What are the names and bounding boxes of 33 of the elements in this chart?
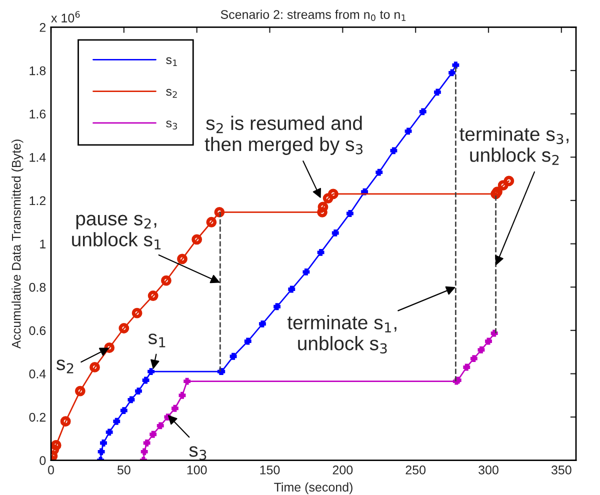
- annotation: s$_{1}$: [148, 334, 166, 348]
- annotation: terminate s$_{1}$, unblock s$_{3}$: [287, 315, 396, 354]
- legend-label: s$_{3}$: [166, 120, 177, 130]
- y-tick-label: 0.4: [29, 370, 46, 378]
- x-tick-label: 250: [406, 466, 426, 474]
- y-tick-label: 2: [40, 23, 46, 32]
- x-tick-label: 150: [260, 466, 280, 474]
- chart-title: Scenario 2: streams from n$_{0}$ to n$_{1}$: [220, 10, 406, 21]
- x-tick-label: 0: [48, 466, 54, 474]
- legend-label: s$_{1}$: [166, 57, 177, 66]
- x-tick-label: 200: [332, 466, 353, 474]
- x-tick-label: 50: [117, 466, 130, 474]
- annotation: s$_{2}$: [56, 360, 74, 374]
- legend-label: s$_{2}$: [166, 88, 177, 98]
- annotation: terminate s$_{3}$, unblock s$_{2}$: [460, 126, 568, 165]
- x-tick-label: 350: [551, 466, 572, 474]
- y-tick-label: 1: [40, 240, 46, 248]
- y-tick-label: 0: [40, 456, 46, 465]
- x-tick-label: 300: [478, 466, 498, 474]
- y-tick-label: 0.8: [29, 282, 46, 292]
- x-axis-title: Time (second): [274, 482, 352, 494]
- annotation: s$_{2}$ is resumed and then merged by s$_{3}$: [204, 116, 363, 155]
- y-tick-label: 0.2: [29, 412, 46, 422]
- annotation: s$_{3}$: [189, 446, 206, 460]
- y-tick-label: 1.6: [30, 110, 46, 118]
- annotation: pause s$_{2}$, unblock s$_{1}$: [72, 214, 161, 250]
- text: x 10$^{6}$: [51, 11, 80, 22]
- y-tick-label: 0.6: [29, 326, 46, 336]
- x-tick-label: 100: [187, 466, 207, 474]
- y-axis-title: Accumulative Data Transmitted (Byte): [12, 140, 24, 349]
- y-tick-label: 1.2: [30, 196, 46, 206]
- y-tick-label: 1.8: [30, 66, 46, 76]
- y-tick-label: 1.4: [30, 153, 46, 162]
